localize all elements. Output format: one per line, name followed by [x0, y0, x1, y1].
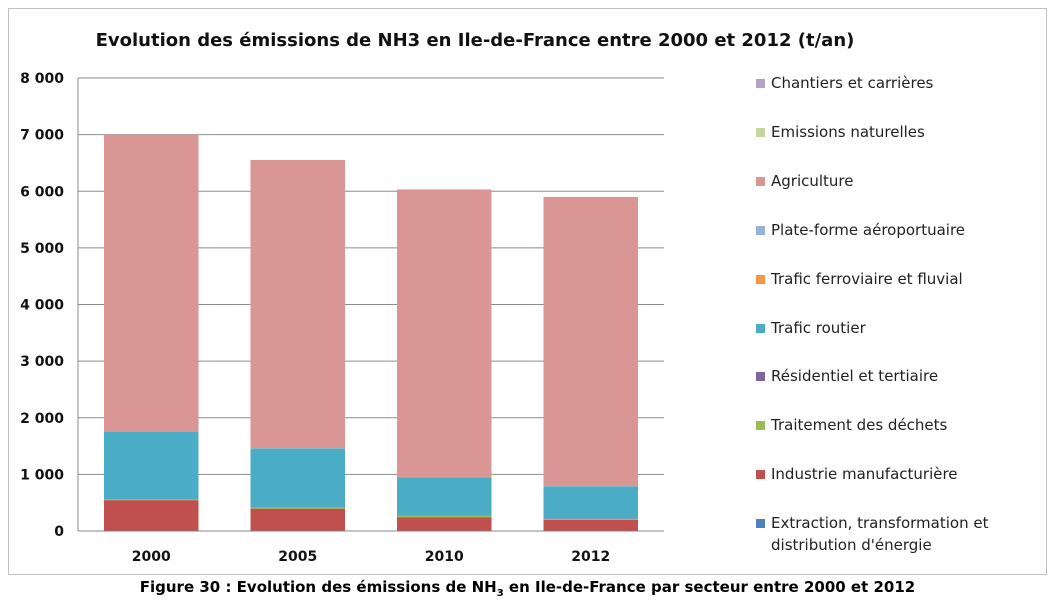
bar-segment	[543, 196, 638, 487]
legend-swatch	[756, 421, 765, 431]
legend-item: Plate-forme aéroportuaire	[756, 219, 1011, 241]
legend-swatch	[756, 79, 765, 88]
y-tick-label: 6 000	[20, 184, 64, 200]
bar-segment	[104, 134, 199, 432]
y-tick-label: 1 000	[20, 467, 64, 483]
legend-label: Agriculture	[771, 171, 854, 190]
legend-swatch	[756, 372, 765, 382]
legend-item: Trafic ferroviaire et fluvial	[756, 268, 1011, 290]
bar-segment	[104, 431, 199, 500]
legend-item: Emissions naturelles	[756, 121, 1011, 143]
x-tick-label: 2010	[425, 549, 464, 565]
x-tick-label: 2005	[278, 549, 317, 565]
bar-segment	[397, 189, 492, 477]
caption-suffix: en Ile-de-France par secteur entre 2000 …	[503, 578, 916, 596]
y-tick-label: 0	[54, 524, 64, 540]
bar-segment	[543, 486, 638, 519]
bar-segment	[543, 519, 638, 531]
legend-label: Résidentiel et tertiaire	[771, 367, 939, 386]
legend-item: Chantiers et carrières	[756, 72, 1011, 94]
legend-swatch	[756, 225, 765, 235]
legend-swatch	[756, 323, 765, 333]
y-tick-label: 8 000	[20, 71, 64, 87]
legend-item: Trafic routier	[756, 317, 1011, 339]
legend-swatch	[756, 176, 765, 186]
chart-plot: 0 1 000 2 000 3 000 4 000 5 000 6 000 7 000 8 00…	[20, 71, 664, 565]
bar-segment	[397, 517, 492, 531]
x-tick-label: 2012	[571, 549, 610, 565]
legend-label: Plate-forme aéroportuaire	[771, 220, 966, 239]
bar-segment	[104, 499, 199, 501]
legend-item: Agriculture	[756, 170, 1011, 192]
legend-label: Extraction, transformation et distributi…	[771, 514, 989, 555]
legend-item: Industrie manufacturière	[756, 463, 1011, 485]
bar-segment	[250, 448, 345, 508]
legend-label: Emissions naturelles	[771, 122, 925, 141]
legend-label: Traitement des déchets	[771, 416, 948, 435]
legend-item: Traitement des déchets	[756, 414, 1011, 436]
legend-item: Extraction, transformation et distributi…	[756, 512, 1011, 556]
legend-swatch	[756, 519, 765, 529]
legend-swatch	[756, 274, 765, 284]
y-tick-label: 7 000	[20, 128, 64, 144]
bar-segment	[250, 159, 345, 449]
bar-segment	[250, 508, 345, 531]
caption-subscript: 3	[496, 588, 504, 599]
bar-segment	[397, 515, 492, 518]
legend-swatch	[756, 470, 765, 480]
bar-segment	[543, 518, 638, 520]
bar-segment	[250, 507, 345, 509]
legend-item: Résidentiel et tertiaire	[756, 365, 1011, 387]
legend-label: Trafic ferroviaire et fluvial	[771, 269, 963, 288]
legend-label: Industrie manufacturière	[771, 465, 958, 484]
figure-caption: Figure 30 : Evolution des émissions de N…	[0, 578, 1055, 599]
bar-segment	[104, 500, 199, 531]
legend-label: Chantiers et carrières	[771, 74, 934, 92]
y-tick-label: 2 000	[20, 411, 64, 427]
y-tick-label: 3 000	[20, 354, 64, 370]
chart-title: Evolution des émissions de NH3 en Ile-de…	[95, 30, 855, 51]
bar-segment	[397, 477, 492, 516]
legend-label: Trafic routier	[771, 318, 866, 337]
legend-swatch	[756, 127, 765, 137]
y-tick-label: 4 000	[20, 298, 64, 314]
caption-prefix: Figure 30 : Evolution des émissions de N…	[139, 578, 497, 596]
x-tick-label: 2000	[132, 549, 171, 565]
y-tick-label: 5 000	[20, 241, 64, 257]
